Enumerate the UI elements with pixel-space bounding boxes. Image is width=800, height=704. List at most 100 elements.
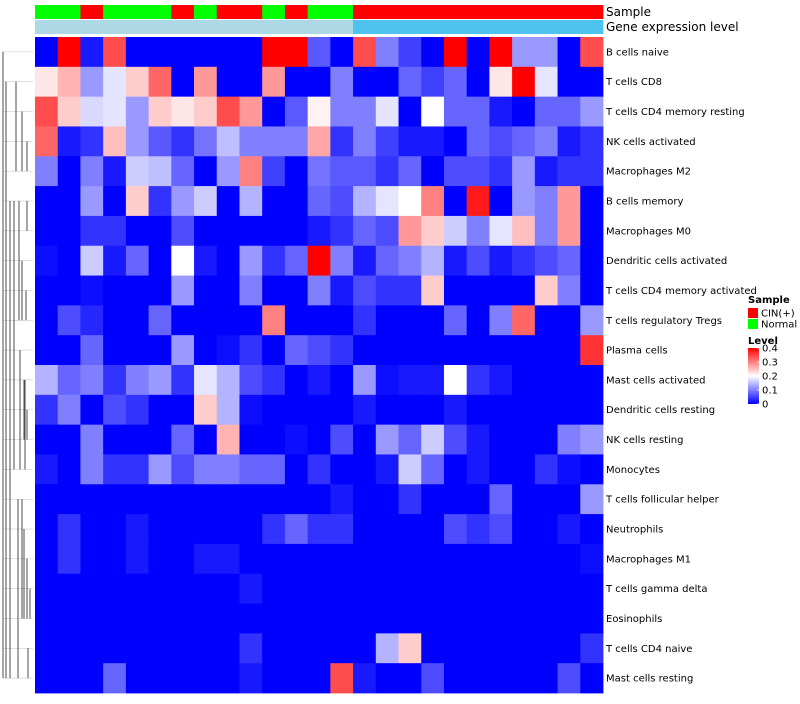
heatmap-cell bbox=[421, 335, 445, 366]
heatmap-cell bbox=[194, 514, 218, 545]
heatmap-cell bbox=[375, 335, 399, 366]
heatmap-cell bbox=[35, 215, 59, 247]
heatmap-cell bbox=[512, 663, 536, 694]
heatmap-cell bbox=[489, 484, 513, 515]
heatmap-cell bbox=[125, 633, 149, 664]
heatmap-cell bbox=[284, 186, 309, 217]
heatmap-cell bbox=[307, 633, 331, 664]
heatmap-cell bbox=[353, 126, 377, 157]
heatmap-cell bbox=[489, 96, 513, 127]
heatmap-cell bbox=[443, 633, 468, 664]
heatmap-cell bbox=[216, 245, 240, 276]
heatmap-cell bbox=[125, 543, 149, 575]
heatmap-cell bbox=[80, 96, 104, 127]
annotation-cell bbox=[512, 5, 536, 19]
heatmap-cell bbox=[216, 663, 240, 694]
heatmap-cell bbox=[489, 126, 513, 157]
annotation-cell bbox=[489, 5, 513, 19]
heatmap-cell bbox=[171, 514, 195, 545]
heatmap-cell bbox=[512, 543, 536, 575]
heatmap-cell bbox=[35, 484, 59, 515]
annotation-cell bbox=[103, 20, 127, 34]
annotation-cell bbox=[375, 20, 399, 34]
heatmap-cell bbox=[557, 514, 581, 545]
annotation-label: Gene expression level bbox=[606, 20, 739, 34]
heatmap-cell bbox=[216, 96, 240, 127]
heatmap-cell bbox=[35, 156, 59, 187]
heatmap-cell bbox=[421, 365, 445, 396]
heatmap-cell bbox=[194, 275, 218, 306]
heatmap-cell bbox=[466, 365, 490, 396]
heatmap-cell bbox=[489, 275, 513, 306]
heatmap-cell bbox=[534, 335, 558, 366]
heatmap-cell bbox=[80, 275, 104, 306]
heatmap-cell bbox=[148, 394, 172, 426]
heatmap-cell bbox=[80, 484, 104, 515]
heatmap-cell bbox=[148, 66, 172, 98]
heatmap-cell bbox=[557, 215, 581, 247]
heatmap-cell bbox=[421, 603, 445, 634]
heatmap-cell bbox=[307, 394, 331, 426]
heatmap-cell bbox=[148, 573, 172, 604]
heatmap-cell bbox=[57, 424, 81, 455]
heatmap-cell bbox=[171, 37, 195, 68]
heatmap-cell bbox=[375, 454, 399, 485]
heatmap-cell bbox=[103, 37, 127, 68]
heatmap-cell bbox=[466, 245, 490, 276]
heatmap-cell bbox=[148, 245, 172, 276]
heatmap-cell bbox=[57, 573, 81, 604]
heatmap-cell bbox=[330, 275, 354, 306]
heatmap-cell bbox=[421, 543, 445, 575]
legend-tick-label: 0.3 bbox=[762, 358, 778, 369]
heatmap-cell bbox=[148, 663, 172, 694]
heatmap-cell bbox=[262, 215, 286, 247]
heatmap-cell bbox=[103, 394, 127, 426]
heatmap-cell bbox=[330, 633, 354, 664]
heatmap-cell bbox=[557, 245, 581, 276]
row-label: Eosinophils bbox=[606, 614, 662, 625]
row-label: T cells gamma delta bbox=[605, 584, 707, 595]
heatmap-cell bbox=[330, 573, 354, 604]
heatmap-cell bbox=[466, 573, 490, 604]
legend-swatch bbox=[748, 319, 758, 329]
heatmap-cell bbox=[512, 66, 536, 98]
heatmap-cell bbox=[489, 156, 513, 187]
heatmap-cell bbox=[148, 305, 172, 336]
heatmap-cell bbox=[466, 126, 490, 157]
row-labels: B cells naive T cells CD8 T cells CD4 memo… bbox=[605, 47, 757, 684]
annotation-cell bbox=[148, 5, 172, 19]
heatmap-cell bbox=[489, 215, 513, 247]
legend-tick-label: 0.1 bbox=[762, 386, 778, 397]
annotation-cell bbox=[580, 5, 604, 19]
row-label: T cells CD4 naive bbox=[605, 644, 692, 655]
heatmap-cell bbox=[239, 514, 263, 545]
heatmap-cell bbox=[580, 275, 604, 306]
annotation-cell bbox=[35, 5, 59, 19]
heatmap-cell bbox=[557, 603, 581, 634]
heatmap-cell bbox=[466, 514, 490, 545]
heatmap-cell bbox=[512, 335, 536, 366]
heatmap-cell bbox=[353, 424, 377, 455]
heatmap-cell bbox=[466, 394, 490, 426]
heatmap-cell bbox=[512, 245, 536, 276]
heatmap-cell bbox=[194, 335, 218, 366]
heatmap-cell bbox=[194, 543, 218, 575]
heatmap-cell bbox=[443, 275, 468, 306]
heatmap-cell bbox=[580, 603, 604, 634]
annotation-cell bbox=[284, 5, 309, 19]
heatmap-cell bbox=[398, 424, 422, 455]
heatmap-cell bbox=[239, 156, 263, 187]
heatmap-cell bbox=[353, 215, 377, 247]
heatmap-cell bbox=[171, 245, 195, 276]
heatmap-cell bbox=[375, 66, 399, 98]
heatmap-cell bbox=[216, 126, 240, 157]
heatmap-cell bbox=[171, 335, 195, 366]
heatmap-cell bbox=[125, 66, 149, 98]
heatmap-cell bbox=[307, 335, 331, 366]
heatmap-cell bbox=[557, 484, 581, 515]
legend-tick-label: 0.2 bbox=[762, 372, 778, 383]
annotation-cell bbox=[421, 20, 445, 34]
heatmap-cell bbox=[103, 305, 127, 336]
heatmap-cell bbox=[103, 603, 127, 634]
